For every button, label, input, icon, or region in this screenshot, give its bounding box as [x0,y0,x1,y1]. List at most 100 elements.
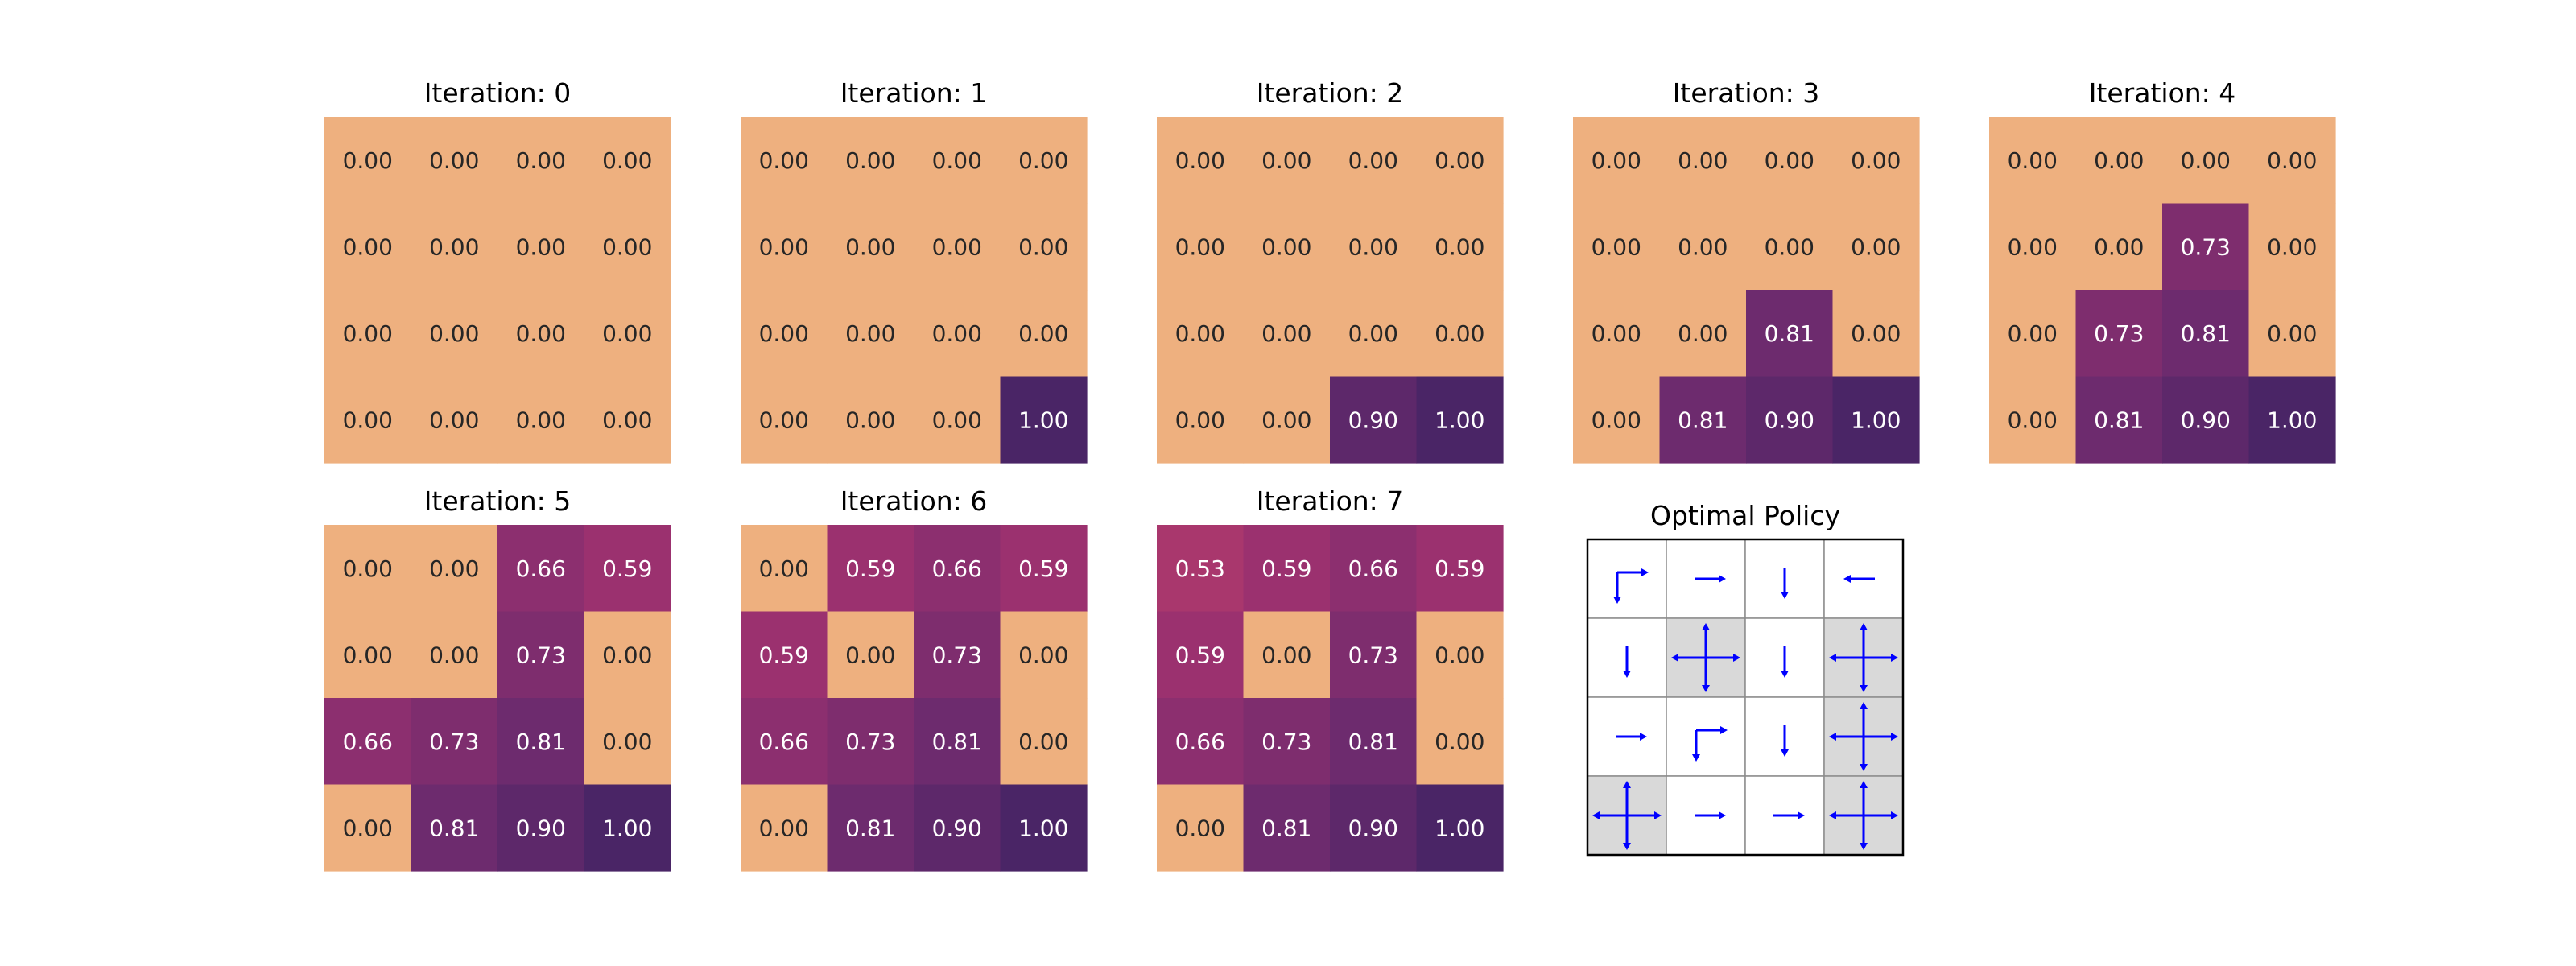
cell-value-label: 0.00 [343,407,393,433]
cell-value-label: 0.00 [2181,147,2231,174]
heatmap-cell [741,784,828,872]
policy-arrow-icon [1781,646,1789,678]
heatmap-cell [1000,117,1088,204]
cell-value-label: 1.00 [602,815,652,841]
panel-title: Iteration: 7 [1257,485,1404,517]
cell-value-label: 1.00 [1851,407,1901,433]
heatmap-cell [584,698,671,786]
heatmap-cell [411,784,498,872]
cell-value-label: 0.81 [516,729,566,755]
heatmap-cell [497,290,585,378]
cell-value-label: 0.00 [1261,233,1311,260]
heatmap-cell [1243,203,1331,291]
cell-value-label: 0.73 [1261,729,1311,755]
cell-value-label: 0.00 [1851,320,1901,347]
policy-arrow-icon [1695,575,1726,583]
cell-value-label: 0.81 [2094,407,2144,433]
heatmap-cell [2248,290,2336,378]
heatmap-cell [324,376,412,464]
heatmap-cell [914,203,1001,291]
cell-value-label: 0.81 [1678,407,1728,433]
heatmap-cell [411,698,498,786]
heatmap-cell [584,611,671,699]
heatmap-cell [1157,290,1245,378]
cell-value-label: 0.00 [343,642,393,668]
heatmap-cell [411,203,498,291]
cell-value-label: 0.00 [1765,233,1814,260]
heatmap-cell [1416,376,1504,464]
cell-value-label: 0.81 [1348,729,1398,755]
cell-value-label: 0.00 [1018,320,1068,347]
cell-value-label: 1.00 [1018,407,1068,433]
heatmap-cell [1330,290,1418,378]
heatmap-cell [741,117,828,204]
panel-4: Iteration: 4 0.00 0.00 0.00 0.00 0.00 0.00 0.73… [1989,77,2336,464]
heatmap-cell [324,784,412,872]
heatmap-cell [1416,290,1504,378]
cell-value-label: 0.53 [1175,555,1225,582]
heatmap-cell [1000,784,1088,872]
cell-value-label: 0.81 [845,815,895,841]
heatmap-cell [1330,203,1418,291]
heatmap-cell [914,698,1001,786]
cell-value-label: 0.00 [602,320,652,347]
heatmap-cell [1243,376,1331,464]
cell-value-label: 0.00 [516,407,566,433]
cell-value-label: 0.00 [932,147,982,174]
heatmap-cell [1330,698,1418,786]
heatmap-cell [584,784,671,872]
heatmap-cell [827,117,914,204]
cell-value-label: 0.00 [2094,147,2144,174]
cell-value-label: 0.81 [1765,320,1814,347]
cell-value-label: 0.00 [1591,147,1641,174]
cell-value-label: 0.00 [759,320,809,347]
cell-value-label: 0.00 [429,147,479,174]
panel-5: Iteration: 5 0.00 0.00 0.66 0.59 0.00 0.00 0.73… [324,485,671,872]
heatmap-cell [1832,376,1920,464]
heatmap-cell [1243,525,1331,613]
cell-value-label: 1.00 [2267,407,2317,433]
cell-value-label: 0.00 [1175,320,1225,347]
policy-arrow-icon [1781,725,1789,757]
cell-value-label: 0.00 [845,320,895,347]
heatmap-cell [1573,290,1661,378]
cell-value-label: 0.00 [343,815,393,841]
heatmap-cell [1989,117,2077,204]
policy-arrow-icon [1692,726,1728,762]
cell-value-label: 0.00 [1591,407,1641,433]
cell-value-label: 0.00 [1175,407,1225,433]
cell-value-label: 0.59 [759,642,809,668]
cell-value-label: 0.66 [1175,729,1225,755]
cell-value-label: 0.00 [1591,320,1641,347]
cell-value-label: 0.66 [516,555,566,582]
cell-value-label: 0.00 [2008,147,2058,174]
heatmap-cell [827,203,914,291]
cell-value-label: 0.81 [429,815,479,841]
panel-3: Iteration: 3 0.00 0.00 0.00 0.00 0.00 0.00 0.00… [1573,77,1920,464]
heatmap-cell [584,117,671,204]
heatmap-cell [1000,203,1088,291]
heatmap-cell [324,698,412,786]
heatmap-cell [827,611,914,699]
cell-value-label: 0.00 [429,320,479,347]
cell-value-label: 0.59 [1261,555,1311,582]
heatmap-cell [2248,117,2336,204]
heatmap-cell [497,525,585,613]
cell-value-label: 0.00 [429,555,479,582]
policy-arrow-icon [1695,811,1726,819]
heatmap-cell [914,525,1001,613]
heatmap-cell [1989,376,2077,464]
cell-value-label: 0.00 [343,233,393,260]
heatmap-cell [914,376,1001,464]
policy-arrow-icon [1623,646,1631,678]
cell-value-label: 0.00 [845,147,895,174]
cell-value-label: 0.00 [1261,407,1311,433]
heatmap-cell [2162,117,2250,204]
heatmap-cell [741,203,828,291]
policy-arrow-icon [1616,733,1647,741]
cell-value-label: 1.00 [1018,815,1068,841]
heatmap-cell [827,376,914,464]
cell-value-label: 0.00 [932,407,982,433]
cell-value-label: 0.00 [1851,233,1901,260]
cell-value-label: 0.00 [1261,642,1311,668]
